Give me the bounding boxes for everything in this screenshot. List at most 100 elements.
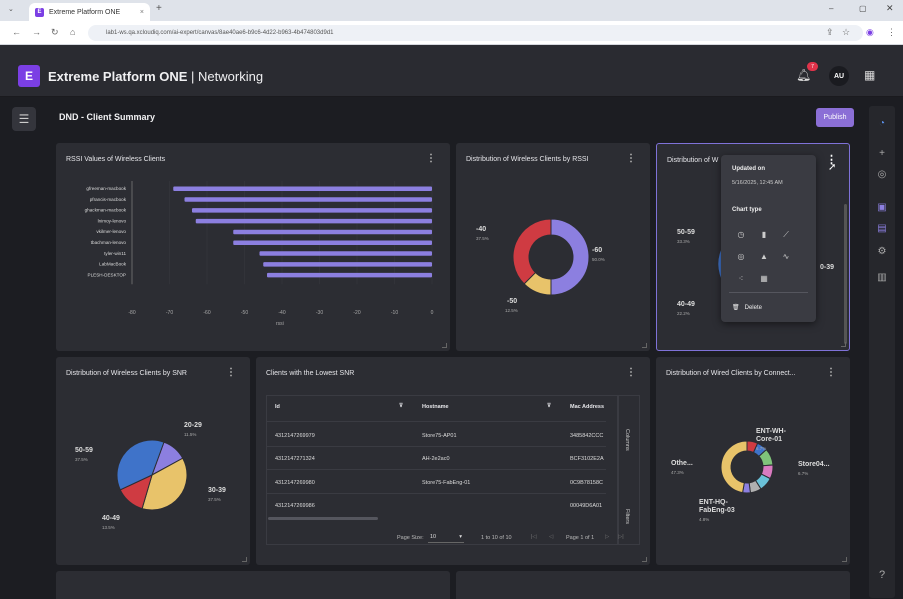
minimize-icon[interactable]: – <box>829 4 834 13</box>
card-menu-icon[interactable]: ⋮ <box>626 367 636 378</box>
close-window-icon[interactable]: ✕ <box>886 3 894 13</box>
column-header-id[interactable]: Id <box>275 404 280 410</box>
x-axis-label: rssi <box>276 321 284 327</box>
app-grid-icon[interactable]: ▦ <box>864 68 876 82</box>
tab-list-icon[interactable]: ⌄ <box>8 6 14 13</box>
pie-slice <box>720 440 748 494</box>
page-size-select[interactable]: 10 ▾ <box>428 531 464 543</box>
resize-handle[interactable] <box>442 343 447 348</box>
updated-value: 5/16/2025, 12:45 AM <box>732 180 783 186</box>
slice-label: ENT-WH-Core-01 <box>756 428 786 443</box>
ai-assistant-icon[interactable]: ◔ <box>878 118 886 129</box>
data-table <box>266 395 618 545</box>
settings-icon[interactable]: ⚙ <box>877 246 887 257</box>
report-icon[interactable]: ▤ <box>877 223 887 234</box>
card-title: Distribution of W <box>667 157 719 164</box>
card-menu-icon[interactable]: ⋮ <box>226 367 236 378</box>
close-tab-icon[interactable]: × <box>139 8 144 16</box>
columns-panel-tab[interactable]: Columns <box>624 429 630 451</box>
filters-panel-tab[interactable]: Filters <box>624 509 630 524</box>
browser-tab-bar: ⌄ E Extreme Platform ONE × + – ▢ ✕ <box>0 0 903 21</box>
card-title: Clients with the Lowest SNR <box>266 370 355 377</box>
reload-icon[interactable]: ↻ <box>51 27 59 37</box>
line-chart-type-icon[interactable]: ⟋ <box>783 230 789 239</box>
extreme-logo-icon: E <box>18 65 40 87</box>
filter-icon[interactable]: ⊽ <box>399 403 404 409</box>
slice-percent: 37.5% <box>476 236 489 241</box>
partial-card <box>456 571 850 599</box>
resize-handle[interactable] <box>242 557 247 562</box>
divider <box>266 446 606 447</box>
scrollbar[interactable] <box>844 204 847 344</box>
slice-label: Store04... <box>798 461 830 468</box>
card-menu-icon[interactable]: ⋮ <box>626 153 636 164</box>
y-tick-label: pfrancis-macbook <box>90 197 127 202</box>
x-tick-label: -60 <box>203 310 210 316</box>
bell-icon[interactable]: 🔔︎ <box>796 68 812 82</box>
pie-chart-type-icon[interactable]: ◷ <box>737 230 745 239</box>
chevron-down-icon: ▾ <box>459 533 462 540</box>
pie-slice <box>550 218 590 296</box>
resize-handle[interactable] <box>642 557 647 562</box>
trash-icon: 🗑︎ <box>732 305 740 311</box>
table-cell: Store75-AP01 <box>422 433 457 439</box>
prev-page-icon[interactable]: ◁ <box>549 534 554 540</box>
x-tick-label: -10 <box>391 310 398 316</box>
back-icon[interactable]: ← <box>12 27 21 37</box>
canvas-icon[interactable]: ▣ <box>877 202 887 213</box>
home-icon[interactable]: ⌂ <box>70 27 76 37</box>
delete-label: Delete <box>744 304 762 311</box>
share-icon[interactable]: ⇪ <box>826 27 834 37</box>
slice-percent: 22.2% <box>677 311 690 316</box>
donut-chart-type-icon[interactable]: ◎ <box>737 252 745 261</box>
slice-percent: 33.3% <box>677 239 690 244</box>
url-bar[interactable]: lab1-ws.qa.xcloudiq.com/ai-expert/canvas… <box>88 25 863 41</box>
next-page-icon[interactable]: ▷ <box>605 534 610 540</box>
card-menu-icon[interactable]: ⋮ <box>426 153 436 164</box>
bar <box>233 229 432 235</box>
bookmark-star-icon[interactable]: ☆ <box>842 27 851 37</box>
card-menu-icon[interactable]: ⋮ <box>826 367 836 378</box>
column-header-mac[interactable]: Mac Address <box>570 404 605 410</box>
add-widget-icon[interactable]: + <box>879 148 885 159</box>
slice-label: 30-39 <box>208 487 226 494</box>
updated-label: Updated on <box>732 166 765 172</box>
profile-icon[interactable]: ◉ <box>866 27 874 37</box>
url-text: lab1-ws.qa.xcloudiq.com/ai-expert/canvas… <box>106 30 334 36</box>
table-chart-type-icon[interactable]: ▦ <box>760 274 768 283</box>
last-page-icon[interactable]: ▷| <box>618 534 624 540</box>
app-title: Extreme Platform ONE | Networking <box>48 69 263 84</box>
insights-icon[interactable]: ◎ <box>877 169 887 180</box>
browser-tab[interactable]: E Extreme Platform ONE × <box>29 3 150 21</box>
horizontal-scrollbar[interactable] <box>268 517 378 520</box>
card-title: Distribution of Wireless Clients by RSSI <box>466 156 589 163</box>
y-tick-label: vkilmer-lenovo <box>96 229 126 234</box>
browser-menu-icon[interactable]: ⋮ <box>887 27 896 37</box>
delete-menu-item[interactable]: 🗑︎ Delete <box>732 304 762 312</box>
book-icon[interactable]: ▥ <box>877 272 887 283</box>
forward-icon[interactable]: → <box>32 27 41 37</box>
spline-chart-type-icon[interactable]: ∿ <box>782 252 790 261</box>
maximize-icon[interactable]: ▢ <box>859 4 867 13</box>
avatar[interactable]: AU <box>829 66 849 86</box>
pie-slice <box>116 439 165 491</box>
hamburger-icon: ☰ <box>18 112 30 126</box>
new-tab-button[interactable]: + <box>156 3 162 14</box>
filter-icon[interactable]: ⊽ <box>547 403 552 409</box>
help-icon[interactable]: ? <box>878 569 886 581</box>
hamburger-menu-button[interactable]: ☰ <box>12 107 36 131</box>
area-chart-type-icon[interactable]: ▲ <box>760 252 768 261</box>
publish-button[interactable]: Publish <box>816 108 854 127</box>
page-title: DND - Client Summary <box>59 112 156 122</box>
slice-percent: 12.5% <box>505 308 518 313</box>
resize-handle[interactable] <box>842 557 847 562</box>
column-header-hostname[interactable]: Hostname <box>422 404 449 410</box>
card-menu-icon[interactable]: ⋮ <box>826 154 837 166</box>
scatter-chart-type-icon[interactable]: ⁖ <box>738 274 744 283</box>
bar-chart-type-icon[interactable]: ▮ <box>761 230 767 239</box>
card-title: RSSI Values of Wireless Clients <box>66 156 166 163</box>
first-page-icon[interactable]: |◁ <box>531 534 537 540</box>
mouse-cursor-icon: ➚ <box>828 162 837 173</box>
resize-handle[interactable] <box>642 343 647 348</box>
resize-handle[interactable] <box>841 342 846 347</box>
